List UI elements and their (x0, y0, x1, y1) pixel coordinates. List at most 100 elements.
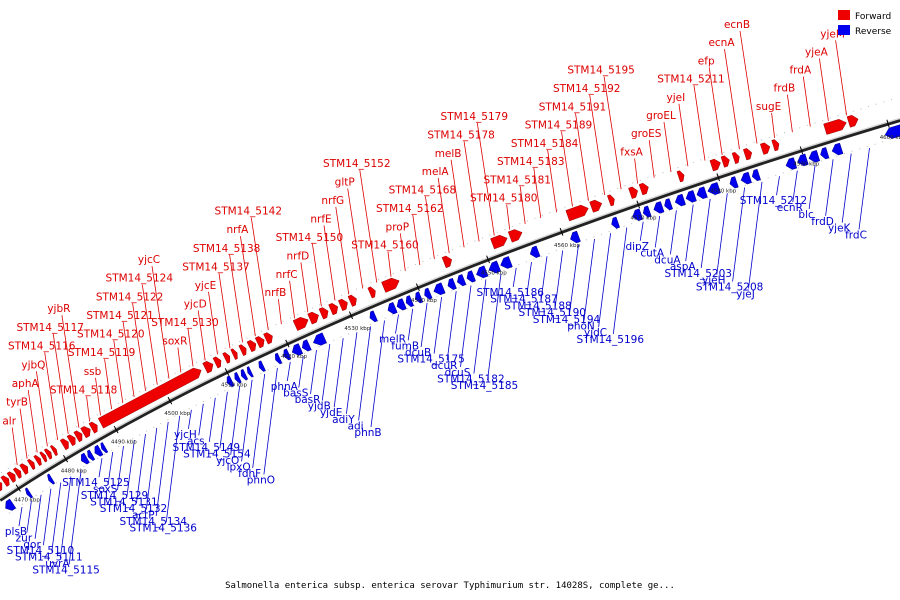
reverse-leader-line (60, 476, 72, 559)
forward-gene-label: frdB (774, 83, 796, 95)
forward-gene-arrow (676, 170, 685, 183)
forward-gene-label: STM14_5162 (376, 203, 443, 215)
reverse-leader-line (252, 373, 266, 468)
forward-gene-label: STM14_5192 (553, 83, 620, 95)
forward-leader-line (347, 188, 364, 289)
reverse-leader-line (460, 285, 472, 367)
reverse-gene-arrow (81, 452, 90, 465)
forward-gene-arrow (202, 361, 214, 374)
scale-tick-label: 4500 kbp (164, 411, 190, 417)
backbone-highlight (0, 117, 900, 499)
reverse-gene-arrow (87, 449, 96, 461)
forward-gene-arrow (709, 158, 721, 172)
reverse-gene-label: basS (283, 388, 309, 400)
reverse-leader-line (208, 397, 216, 442)
reverse-gene-label: yjdE (320, 407, 342, 419)
reverse-gene-arrow (685, 190, 697, 203)
map-caption: Salmonella enterica subsp. enterica sero… (225, 581, 675, 591)
forward-leader-line (132, 303, 146, 391)
forward-leader-line (289, 280, 295, 319)
scale-tick (716, 173, 720, 182)
scale-tick-label: 4590 kbp (793, 162, 819, 168)
reverse-leader-line (43, 488, 52, 546)
reverse-gene-arrow (301, 339, 312, 352)
reverse-gene-arrow (740, 171, 752, 185)
forward-gene-label: nrfG (321, 195, 344, 207)
reverse-gene-arrow (696, 186, 708, 199)
forward-gene-label: STM14_5179 (441, 111, 508, 123)
reverse-gene-arrow (387, 301, 398, 315)
reverse-leader-line (716, 193, 728, 275)
reverse-gene-arrow (707, 182, 721, 195)
reverse-leader-line (487, 273, 502, 381)
forward-gene-label: STM14_5142 (215, 206, 282, 218)
reverse-gene-label: phoN (567, 321, 595, 333)
reverse-gene-label: dcuA (654, 254, 681, 266)
forward-leader-line (835, 40, 847, 116)
reverse-gene-arrow (447, 277, 457, 290)
scale-tick-label: 4530 kbp (344, 326, 370, 332)
scale-tick-label: 4540 kbp (411, 298, 437, 304)
forward-gene-arrow (88, 421, 98, 434)
forward-leader-line (86, 396, 90, 422)
reverse-gene-arrow (405, 295, 415, 308)
reverse-leader-line (446, 291, 457, 361)
forward-gene-label: STM14_5116 (8, 341, 76, 353)
forward-gene-label: STM14_5160 (351, 240, 418, 252)
reverse-leader-line (540, 256, 548, 301)
reverse-gene-arrow (100, 442, 109, 454)
reverse-gene-arrow (47, 473, 56, 485)
forward-gene-arrow (731, 152, 740, 165)
reverse-leader-line (808, 164, 816, 209)
forward-gene-label: STM14_5130 (151, 317, 218, 329)
forward-gene-arrow (490, 234, 508, 250)
reverse-gene-arrow (751, 168, 761, 182)
reverse-gene-arrow (674, 193, 686, 207)
reverse-gene-arrow (246, 366, 254, 378)
reverse-gene-label: STM14_5196 (577, 334, 645, 346)
forward-leader-line (61, 315, 80, 428)
reverse-gene-label: dcuB (405, 347, 431, 359)
forward-gene-arrow (771, 139, 780, 152)
forward-gene-arrow (49, 444, 58, 457)
reverse-gene-label: STM14_5188 (504, 300, 571, 312)
reverse-gene-label: cutA (640, 248, 665, 260)
reverse-leader-line (598, 233, 611, 328)
reverse-leader-line (68, 470, 82, 565)
forward-gene-label: STM14_5119 (68, 347, 135, 359)
forward-gene-arrow (19, 463, 29, 475)
reverse-gene-label: yjdC (584, 327, 607, 339)
forward-leader-line (141, 284, 158, 385)
reverse-leader-line (395, 314, 399, 334)
forward-leader-line (208, 291, 218, 355)
forward-gene-arrow (337, 298, 348, 312)
reverse-leader-line (358, 326, 371, 421)
forward-gene-arrow (307, 311, 319, 325)
reverse-gene-label: STM14_5134 (119, 516, 187, 528)
forward-gene-arrow (318, 307, 329, 320)
reverse-leader-line (136, 433, 146, 503)
forward-leader-line (802, 76, 811, 127)
reverse-gene-arrow (570, 230, 581, 244)
forward-gene-label: STM14_5180 (470, 193, 537, 205)
forward-gene-arrow (381, 277, 400, 293)
forward-leader-line (278, 299, 282, 325)
reverse-gene-label: STM14_5111 (15, 552, 82, 564)
forward-gene-label: STM14_5152 (323, 158, 390, 170)
reverse-leader-line (825, 159, 834, 216)
forward-gene-label: STM14_5120 (77, 329, 144, 341)
forward-leader-line (335, 206, 350, 295)
forward-leader-line (11, 427, 18, 466)
scale-tick (415, 283, 420, 292)
forward-gene-arrow (606, 194, 615, 207)
forward-gene-label: STM14_5138 (193, 243, 260, 255)
scale-tick-label: 4560 kbp (554, 243, 580, 249)
forward-leader-line (387, 251, 392, 277)
forward-leader-line (399, 233, 406, 271)
reverse-gene-label: fumB (391, 340, 419, 352)
forward-leader-line (113, 340, 124, 404)
reverse-leader-line (298, 355, 304, 388)
forward-gene-label: ssb (84, 366, 102, 378)
forward-gene-label: alr (2, 416, 16, 428)
forward-leader-line (240, 236, 256, 337)
